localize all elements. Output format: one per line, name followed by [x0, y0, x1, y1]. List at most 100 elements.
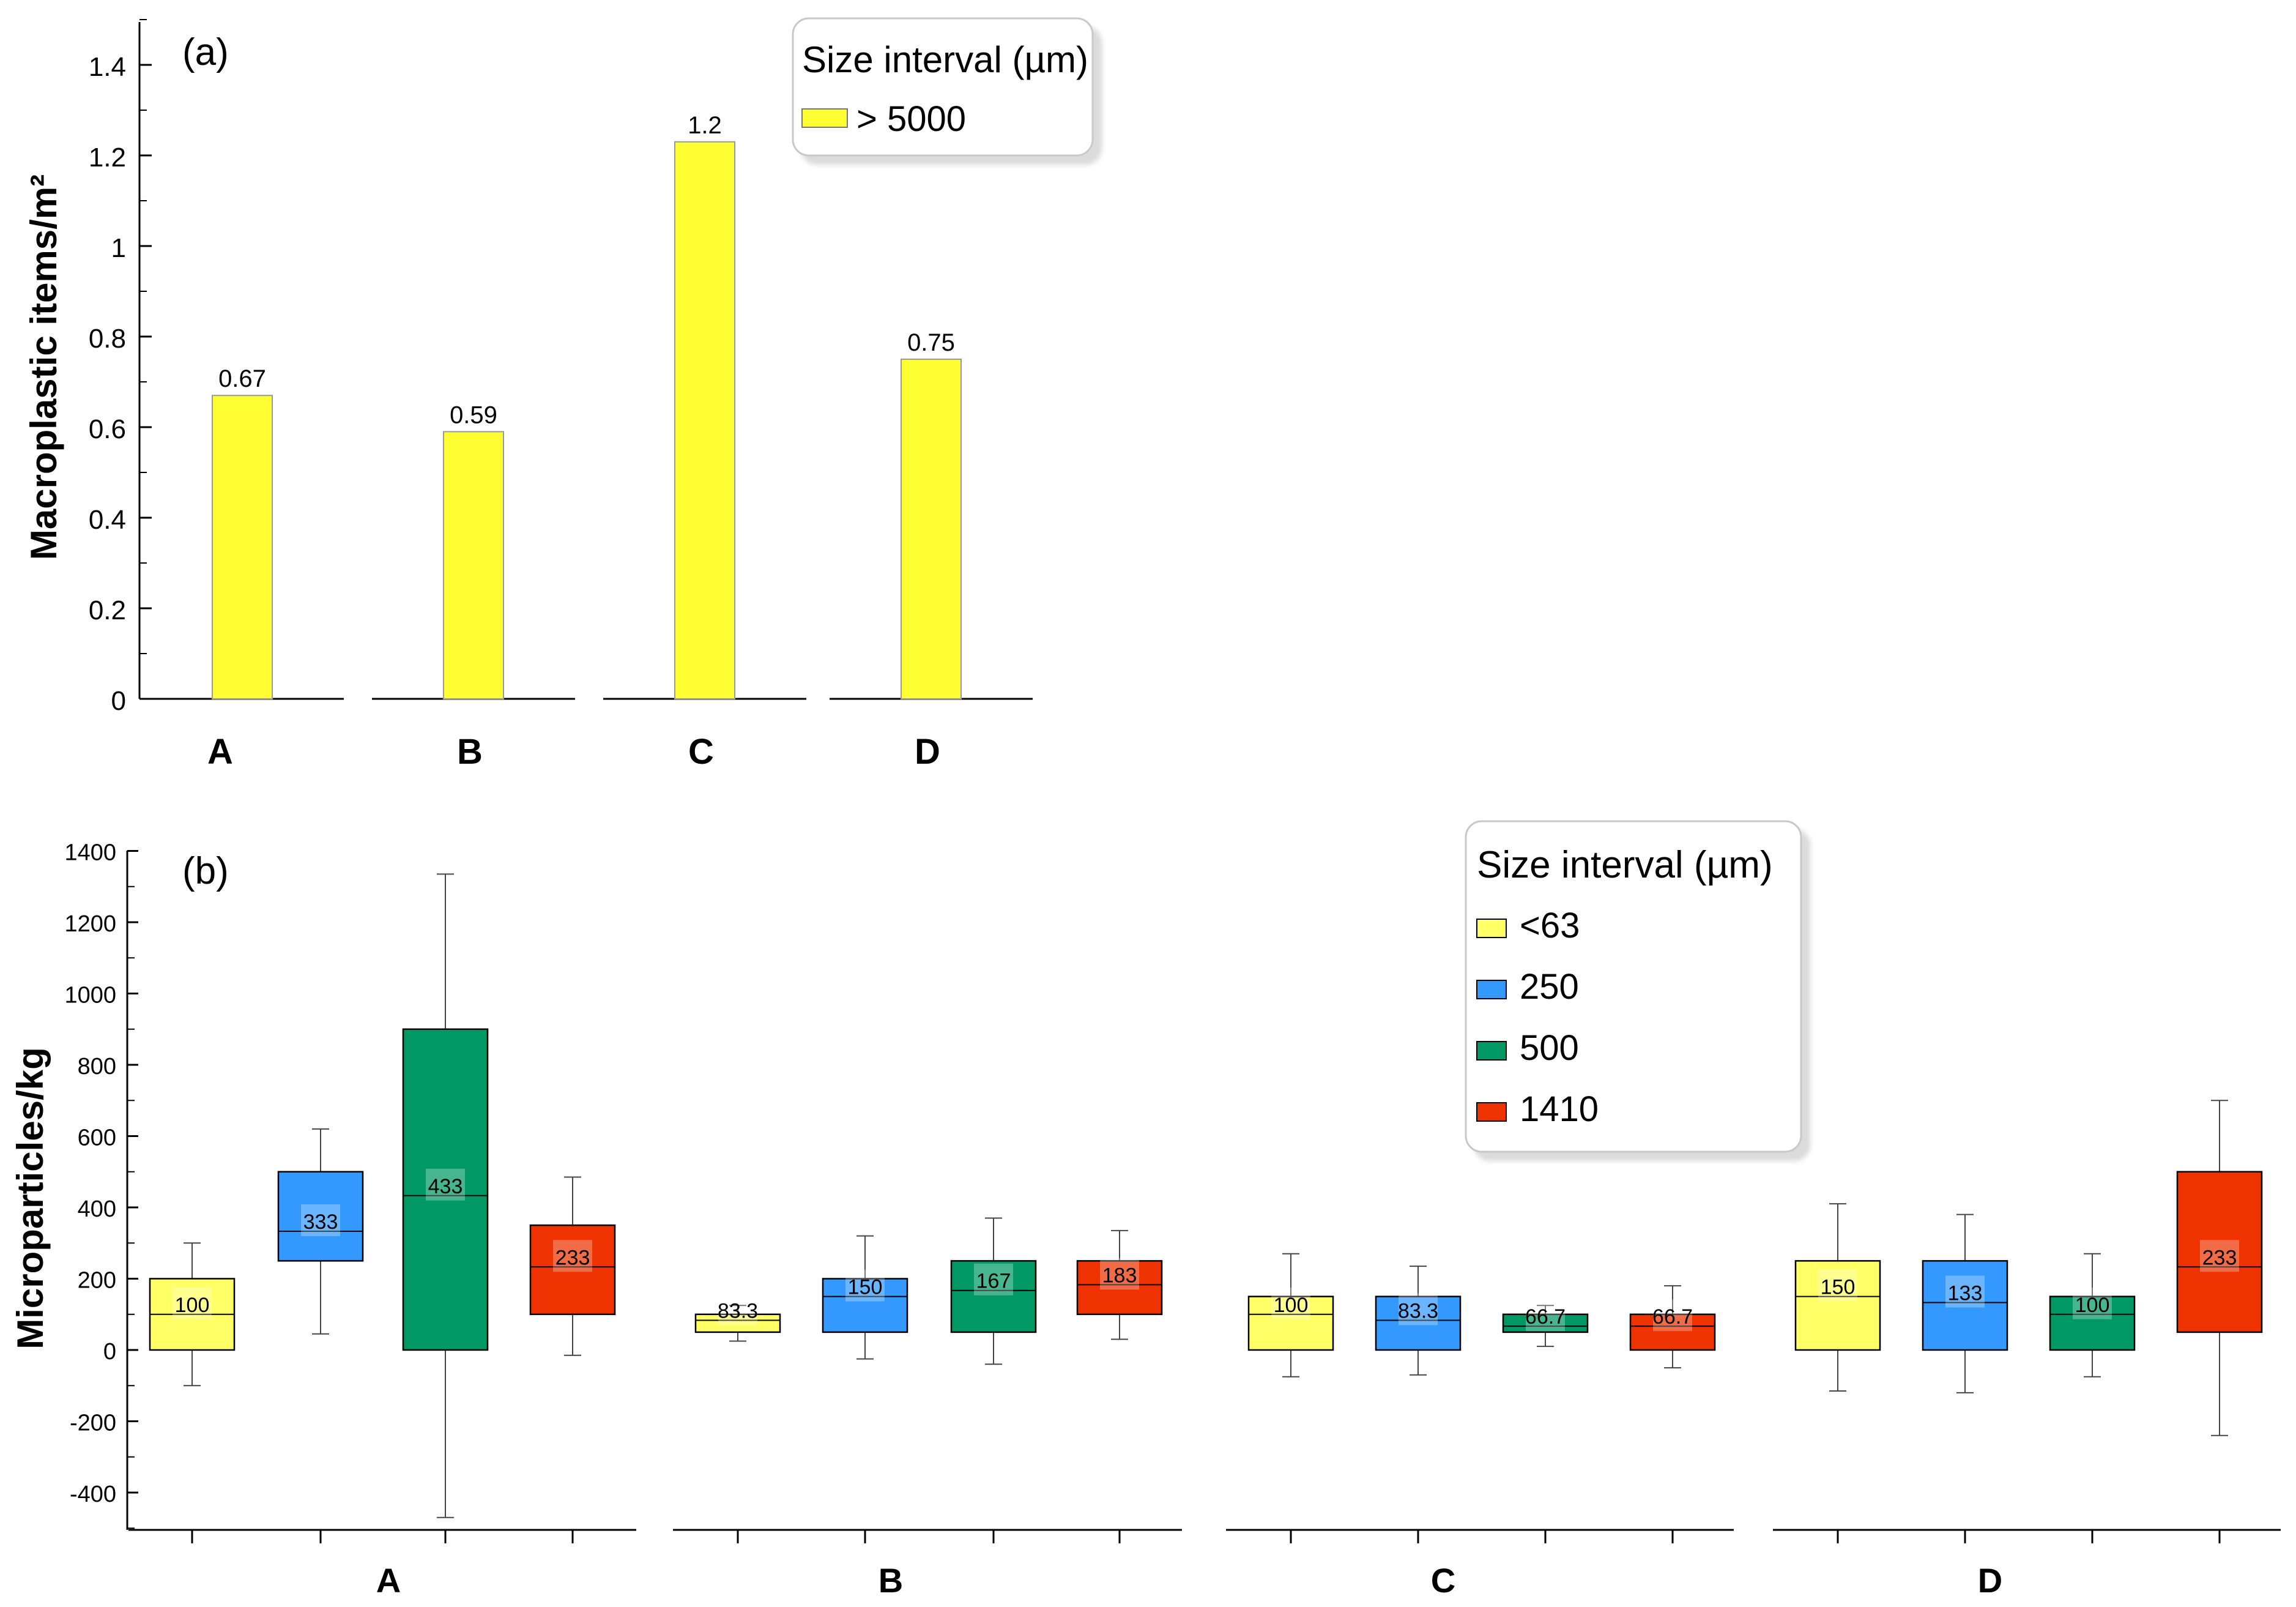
y-axis-a-tick-label: 1.2	[89, 143, 126, 173]
median-label-highlight	[1945, 1275, 1985, 1308]
y-axis-a-tick-label: 0.8	[89, 324, 126, 354]
y-axis-b-tick-label: 1200	[64, 911, 116, 937]
box-B-250	[822, 1278, 908, 1333]
median-label: 100	[175, 1294, 210, 1317]
legend-a: Size interval (µm) > 5000	[792, 17, 1094, 157]
median-label: 150	[848, 1276, 883, 1299]
legend-b-swatch	[1476, 980, 1507, 999]
median-label: 66.7	[1525, 1305, 1566, 1329]
y-axis-a-tick-label: 0.4	[89, 505, 126, 535]
x-axis-b-category-label: C	[1431, 1561, 1455, 1600]
y-axis-b-tick-label: 200	[78, 1268, 116, 1294]
median-label-highlight	[2073, 1287, 2112, 1319]
legend-b-swatch	[1476, 1041, 1507, 1061]
box-D-1410	[2176, 1171, 2263, 1333]
legend-b-swatch	[1476, 1102, 1507, 1122]
x-axis-a-category-label: D	[915, 732, 940, 772]
box-D-250	[1922, 1260, 2008, 1351]
y-axis-b-tick-label: 600	[78, 1125, 116, 1151]
median-label: 233	[555, 1246, 590, 1269]
x-axis-a-category-label: B	[457, 732, 483, 772]
median-label: 167	[976, 1270, 1011, 1293]
y-axis-a-tick-label: 0.6	[89, 414, 126, 444]
box-A-250	[277, 1171, 364, 1262]
y-axis-b-tick-label: -400	[70, 1482, 116, 1507]
median-label-highlight	[301, 1204, 340, 1237]
y-axis-a-tick-label: 1.4	[89, 52, 126, 82]
x-axis-a-category-label: A	[207, 732, 233, 772]
x-axis-b-labels: A B C D	[376, 1561, 2002, 1600]
box-B-500	[950, 1260, 1037, 1333]
legend-b-entry-label: 250	[1520, 967, 1579, 1007]
box-C-250	[1375, 1296, 1462, 1351]
x-axis-a-labels: A B C D	[207, 732, 940, 772]
macroplastic-bar-chart: 0 0.2 0.4 0.6 0.8 1 1.2 1.4 0.67 0.59 1.2 0.75 A B C…	[23, 17, 1094, 772]
legend-b-entry-label: <63	[1520, 906, 1580, 945]
box-C-1410	[1629, 1313, 1716, 1351]
median-label: 83.3	[1398, 1299, 1438, 1322]
median-label: 333	[303, 1210, 338, 1234]
box-A-1410	[529, 1224, 616, 1315]
median-label-highlight	[1526, 1299, 1565, 1332]
x-axis-b-category-label: D	[1978, 1561, 2002, 1600]
median-label: 66.7	[1652, 1305, 1693, 1329]
y-axis-a-title: Macroplastic items/m²	[23, 174, 64, 560]
bar-value-label: 0.75	[907, 329, 955, 356]
legend-b-entry-label: 500	[1520, 1028, 1579, 1068]
panel-b-label: (b)	[182, 850, 229, 892]
y-axis-b-tick-label: 800	[78, 1054, 116, 1079]
bar-value-label: 1.2	[688, 112, 722, 139]
legend-b-swatch	[1476, 919, 1507, 938]
legend-b-entry-label: 1410	[1520, 1089, 1599, 1129]
legend-b-entries: <63 250 500 1410	[1476, 906, 1599, 1129]
box-D-500	[2049, 1296, 2136, 1351]
legend-b-box	[1465, 820, 1802, 1153]
boxes-b: 100 333 433 233 83.3 150 167 183 100 83.3 66.7 66.7…	[149, 873, 2263, 1518]
microparticle-box-chart: -400 -200 0 200 400 600 800 1000 1200 1400 100 333…	[10, 820, 2281, 1600]
median-label-highlight	[1399, 1293, 1438, 1325]
legend-b-title: Size interval (µm)	[1477, 844, 1773, 886]
median-label-highlight	[1653, 1299, 1692, 1332]
median-label-highlight	[1271, 1287, 1310, 1319]
median-label: 150	[1821, 1276, 1856, 1299]
y-axis-b-tick-label: 1400	[64, 840, 116, 866]
median-label-highlight	[426, 1168, 465, 1201]
bar-C	[674, 141, 735, 700]
median-label: 183	[1102, 1264, 1137, 1287]
y-axis-a-ticks: 0 0.2 0.4 0.6 0.8 1 1.2 1.4	[89, 19, 152, 716]
box-A-500	[402, 1028, 489, 1351]
bar-A	[212, 395, 273, 699]
y-axis-b-ticks: -400 -200 0 200 400 600 800 1000 1200 1400	[64, 840, 138, 1529]
legend-a-swatch	[801, 108, 848, 128]
median-label-highlight	[2200, 1240, 2239, 1272]
median-label: 433	[428, 1175, 463, 1198]
box-B-1410	[1076, 1260, 1163, 1315]
median-label-highlight	[845, 1269, 885, 1302]
median-label: 233	[2202, 1246, 2237, 1269]
box-C-<63	[1247, 1296, 1334, 1351]
bar-value-label: 0.67	[218, 365, 266, 392]
x-axis-b-baseline	[128, 1529, 2281, 1543]
x-axis-a-category-label: C	[688, 732, 714, 772]
y-axis-a-tick-label: 0	[111, 686, 126, 716]
panel-a-label: (a)	[182, 31, 229, 73]
y-axis-b-tick-label: 1000	[64, 983, 116, 1009]
x-axis-b-category-label: A	[376, 1561, 401, 1600]
y-axis-a-tick-label: 1	[111, 233, 126, 263]
bar-B	[443, 431, 504, 700]
median-label: 133	[1948, 1282, 1983, 1305]
y-axis-b-tick-label: -200	[70, 1411, 116, 1436]
median-label-highlight	[553, 1240, 592, 1272]
median-label-highlight	[173, 1287, 212, 1319]
median-label: 100	[2075, 1294, 2110, 1317]
median-label-highlight	[1818, 1269, 1857, 1302]
legend-a-box	[792, 17, 1094, 157]
median-label: 100	[1274, 1294, 1309, 1317]
y-axis-a-tick-label: 0.2	[89, 595, 126, 625]
legend-a-title: Size interval (µm)	[802, 39, 1088, 80]
bars-a: 0.67 0.59 1.2 0.75	[212, 112, 962, 700]
median-label-highlight	[1100, 1258, 1139, 1290]
bar-D	[901, 359, 962, 699]
x-axis-b-category-label: B	[879, 1561, 903, 1600]
